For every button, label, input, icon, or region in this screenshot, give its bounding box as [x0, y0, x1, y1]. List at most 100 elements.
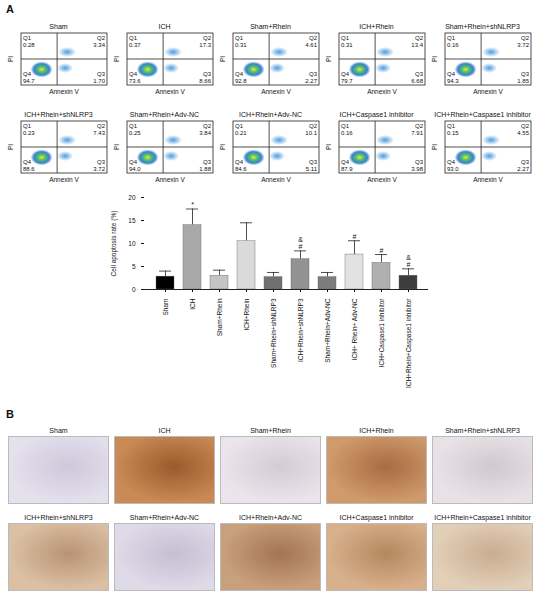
svg-text:2.27: 2.27	[517, 166, 529, 172]
svg-text:Q1: Q1	[235, 35, 244, 41]
svg-text:Annexin V: Annexin V	[155, 176, 185, 183]
svg-text:0.21: 0.21	[235, 130, 247, 136]
svg-text:73.6: 73.6	[129, 78, 141, 84]
svg-text:20: 20	[128, 194, 136, 201]
svg-text:17.3: 17.3	[199, 42, 211, 48]
svg-text:6.68: 6.68	[411, 78, 423, 84]
svg-text:Sham+Rhein+shNLRP3: Sham+Rhein+shNLRP3	[270, 298, 277, 368]
svg-text:84.6: 84.6	[235, 166, 247, 172]
svg-text:Q1: Q1	[129, 35, 138, 41]
svg-text:7.91: 7.91	[411, 130, 423, 136]
svg-text:Q2: Q2	[415, 123, 424, 129]
svg-text:PI: PI	[431, 144, 438, 150]
svg-text:13.4: 13.4	[411, 42, 423, 48]
svg-text:&#: &#	[298, 236, 303, 250]
svg-text:Q4: Q4	[447, 71, 456, 77]
svg-text:Q2: Q2	[203, 35, 212, 41]
svg-text:5.11: 5.11	[306, 166, 318, 172]
svg-text:0: 0	[132, 286, 136, 293]
svg-text:3.84: 3.84	[199, 130, 211, 136]
svg-text:Cell apoptosis rate (%): Cell apoptosis rate (%)	[110, 211, 118, 277]
svg-text:Q3: Q3	[203, 71, 212, 77]
svg-text:ICH: ICH	[189, 298, 196, 310]
svg-text:Q4: Q4	[235, 71, 244, 77]
svg-text:PI: PI	[431, 56, 438, 62]
svg-text:ICH+ Rhein+ Adv-NC: ICH+ Rhein+ Adv-NC	[351, 298, 358, 360]
svg-text:PI: PI	[219, 56, 226, 62]
svg-text:Sham: Sham	[162, 299, 169, 316]
svg-text:88.6: 88.6	[23, 166, 35, 172]
svg-text:ICH+Rhein+shNLRP3: ICH+Rhein+shNLRP3	[297, 298, 304, 362]
svg-text:Q2: Q2	[97, 123, 106, 129]
svg-text:Q4: Q4	[235, 159, 244, 165]
svg-text:4.55: 4.55	[517, 130, 529, 136]
svg-text:7.43: 7.43	[93, 130, 105, 136]
svg-text:Q1: Q1	[23, 35, 32, 41]
svg-text:ICH+Rhein+Caspase1 inhibitor: ICH+Rhein+Caspase1 inhibitor	[405, 298, 413, 388]
svg-text:3.34: 3.34	[93, 42, 105, 48]
svg-text:Q2: Q2	[521, 123, 530, 129]
svg-text:0.15: 0.15	[447, 130, 459, 136]
svg-text:3.72: 3.72	[93, 166, 105, 172]
svg-text:Q4: Q4	[341, 71, 350, 77]
svg-text:PI: PI	[113, 144, 120, 150]
svg-text:PI: PI	[7, 56, 14, 62]
svg-text:Q4: Q4	[23, 71, 32, 77]
svg-text:0.31: 0.31	[341, 42, 353, 48]
svg-text:3.72: 3.72	[517, 42, 529, 48]
svg-text:Q3: Q3	[203, 159, 212, 165]
svg-text:Annexin V: Annexin V	[49, 88, 79, 95]
svg-text:PI: PI	[113, 56, 120, 62]
svg-text:Q3: Q3	[309, 159, 318, 165]
svg-text:94.7: 94.7	[23, 78, 35, 84]
svg-text:5: 5	[132, 263, 136, 270]
svg-text:ICH+Caspase1 inhibitor: ICH+Caspase1 inhibitor	[378, 298, 386, 368]
svg-text:0.16: 0.16	[341, 130, 353, 136]
svg-text:94.3: 94.3	[447, 78, 459, 84]
svg-text:Annexin V: Annexin V	[367, 88, 397, 95]
svg-text:15: 15	[128, 217, 136, 224]
svg-text:Q2: Q2	[309, 35, 318, 41]
svg-text:Q3: Q3	[415, 71, 424, 77]
svg-text:2.27: 2.27	[305, 78, 317, 84]
svg-text:PI: PI	[219, 144, 226, 150]
svg-text:Q3: Q3	[521, 71, 530, 77]
svg-text:Q3: Q3	[415, 159, 424, 165]
svg-text:92.8: 92.8	[235, 78, 247, 84]
svg-text:&#: &#	[406, 254, 411, 268]
svg-text:Q2: Q2	[521, 35, 530, 41]
svg-text:Q3: Q3	[309, 71, 318, 77]
svg-text:*: *	[191, 201, 194, 208]
svg-text:ICH+Rhein: ICH+Rhein	[243, 298, 250, 330]
svg-text:#: #	[380, 247, 384, 254]
svg-text:Q1: Q1	[341, 35, 350, 41]
svg-text:87.9: 87.9	[341, 166, 353, 172]
svg-text:Q1: Q1	[447, 35, 456, 41]
svg-text:Q4: Q4	[23, 159, 32, 165]
svg-text:PI: PI	[325, 144, 332, 150]
svg-text:PI: PI	[325, 56, 332, 62]
svg-text:8.66: 8.66	[199, 78, 211, 84]
svg-text:Annexin V: Annexin V	[49, 176, 79, 183]
svg-text:Q2: Q2	[97, 35, 106, 41]
svg-text:0.25: 0.25	[129, 130, 141, 136]
svg-text:Annexin V: Annexin V	[155, 88, 185, 95]
svg-text:1.88: 1.88	[199, 166, 211, 172]
svg-text:Q1: Q1	[129, 123, 138, 129]
svg-text:93.0: 93.0	[447, 166, 459, 172]
svg-text:Sham+Rhein: Sham+Rhein	[216, 298, 223, 336]
svg-text:1.70: 1.70	[93, 78, 105, 84]
svg-text:PI: PI	[7, 144, 14, 150]
svg-text:79.7: 79.7	[341, 78, 353, 84]
svg-text:4.61: 4.61	[305, 42, 317, 48]
svg-text:94.0: 94.0	[129, 166, 141, 172]
svg-text:Q2: Q2	[203, 123, 212, 129]
svg-text:Q3: Q3	[97, 159, 106, 165]
svg-text:Sham+Rhein+Adv-NC: Sham+Rhein+Adv-NC	[324, 298, 331, 363]
svg-text:3.98: 3.98	[411, 166, 423, 172]
svg-text:#: #	[353, 233, 357, 240]
svg-text:0.16: 0.16	[447, 42, 459, 48]
svg-text:Q3: Q3	[97, 71, 106, 77]
svg-text:1.85: 1.85	[517, 78, 529, 84]
svg-text:Q2: Q2	[415, 35, 424, 41]
